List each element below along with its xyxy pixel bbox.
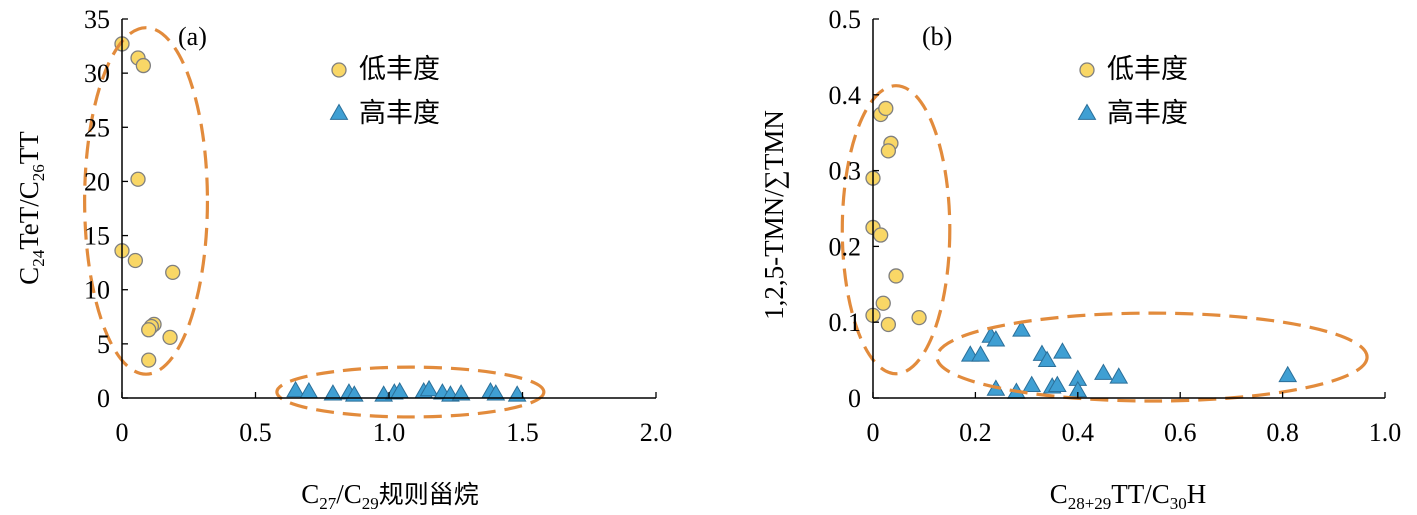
x-tick-label: 0 [867,418,880,447]
panel-a-label: (a) [178,22,207,51]
legend-label-low: 低丰度 [1107,54,1188,84]
data-point-high [986,330,1006,347]
data-point-low [873,227,889,243]
data-point-high [1094,363,1113,380]
data-point-high [451,384,471,401]
x-tick-label: 0 [116,418,129,447]
panel-a-marks [83,26,546,419]
data-point-high [419,379,439,397]
data-point-high [286,380,305,398]
y-tick-label: 15 [84,222,110,251]
y-tick-label: 0.2 [829,232,862,261]
panel-b-x-axis-title: C28+29TT/C30H [1050,479,1207,513]
y-tick-label: 0 [848,384,861,413]
legend-marker-high [1077,103,1097,120]
cluster-ellipse [935,311,1369,403]
panel-b-label: (b) [922,22,952,51]
panel-a-y-ticks: 0 5 10 15 20 25 30 35 [84,5,128,413]
x-tick-label: 1.5 [506,418,539,447]
cluster-ellipse [83,26,210,376]
x-tick-label: 0.5 [239,418,272,447]
y-tick-label: 0 [97,384,110,413]
data-point-high [1047,375,1067,392]
panel-b-y-ticks: 0 0.1 0.2 0.3 0.4 0.5 [829,5,879,413]
x-tick-label: 0.8 [1266,418,1299,447]
data-point-high [299,381,319,399]
panel-b-x-ticks: 0 0.2 0.4 0.6 0.8 1.0 [867,392,1402,447]
y-tick-label: 20 [84,167,110,196]
data-point-low [880,143,897,159]
legend-label-high: 高丰度 [359,98,440,128]
data-point-high [1109,367,1129,384]
y-tick-label: 25 [84,113,110,142]
panel-b-y-axis-title: 1,2,5-TMN/∑TMN [759,110,789,320]
data-point-high [971,345,990,362]
data-point-high [1037,350,1057,367]
data-point-low [162,329,178,346]
y-tick-label: 0.4 [829,81,862,110]
legend-marker-low [1079,62,1095,78]
data-point-low [141,352,157,368]
data-point-low [130,171,146,187]
data-point-low [127,252,144,269]
data-point-high [486,384,506,401]
y-tick-label: 35 [84,5,110,34]
y-tick-label: 0.5 [829,5,862,34]
panel-a-x-ticks: 0 0.5 1.0 1.5 2.0 [116,392,673,447]
cluster-ellipse [840,84,952,376]
data-point-low [911,310,927,326]
panel-a-y-axis-title: C24TeT/C26TT [14,131,48,285]
y-tick-label: 0.1 [829,308,862,337]
y-tick-label: 10 [84,276,110,305]
legend-label-low: 低丰度 [359,54,440,84]
cluster-ellipse [275,365,546,419]
x-tick-label: 0.2 [959,418,992,447]
data-point-low [878,100,894,117]
data-point-low [141,322,157,338]
legend-marker-low [331,62,347,78]
panel-a-x-axis-title: C27/C29规则甾烷 [301,479,479,513]
legend-label-high: 高丰度 [1107,98,1188,128]
panel-b-marks [840,84,1369,403]
data-point-low [135,57,152,74]
data-point-low [888,268,904,284]
data-point-high [1012,320,1031,337]
legend-marker-high [329,103,349,120]
panel-a: 0 5 10 15 20 25 30 35 0 0.5 1.0 1.5 2.0 (a) C27/C29… [14,5,672,513]
panel-b: 0 0.1 0.2 0.3 0.4 0.5 0 0.2 0.4 0.6 0.8 1.0 (b) C2… [759,5,1401,513]
y-tick-label: 30 [84,59,110,88]
data-point-low [165,264,181,281]
data-point-low [875,295,891,311]
x-tick-label: 0.4 [1062,418,1095,447]
data-point-high [1053,342,1072,359]
data-point-low [880,316,897,333]
x-tick-label: 0.6 [1164,418,1197,447]
x-tick-label: 1.0 [1369,418,1402,447]
data-point-high [1022,375,1042,392]
x-tick-label: 1.0 [373,418,406,447]
y-tick-label: 0.3 [829,157,862,186]
x-tick-label: 2.0 [640,418,673,447]
data-point-high [1278,365,1298,383]
y-tick-label: 5 [97,330,110,359]
data-point-high [323,384,343,401]
